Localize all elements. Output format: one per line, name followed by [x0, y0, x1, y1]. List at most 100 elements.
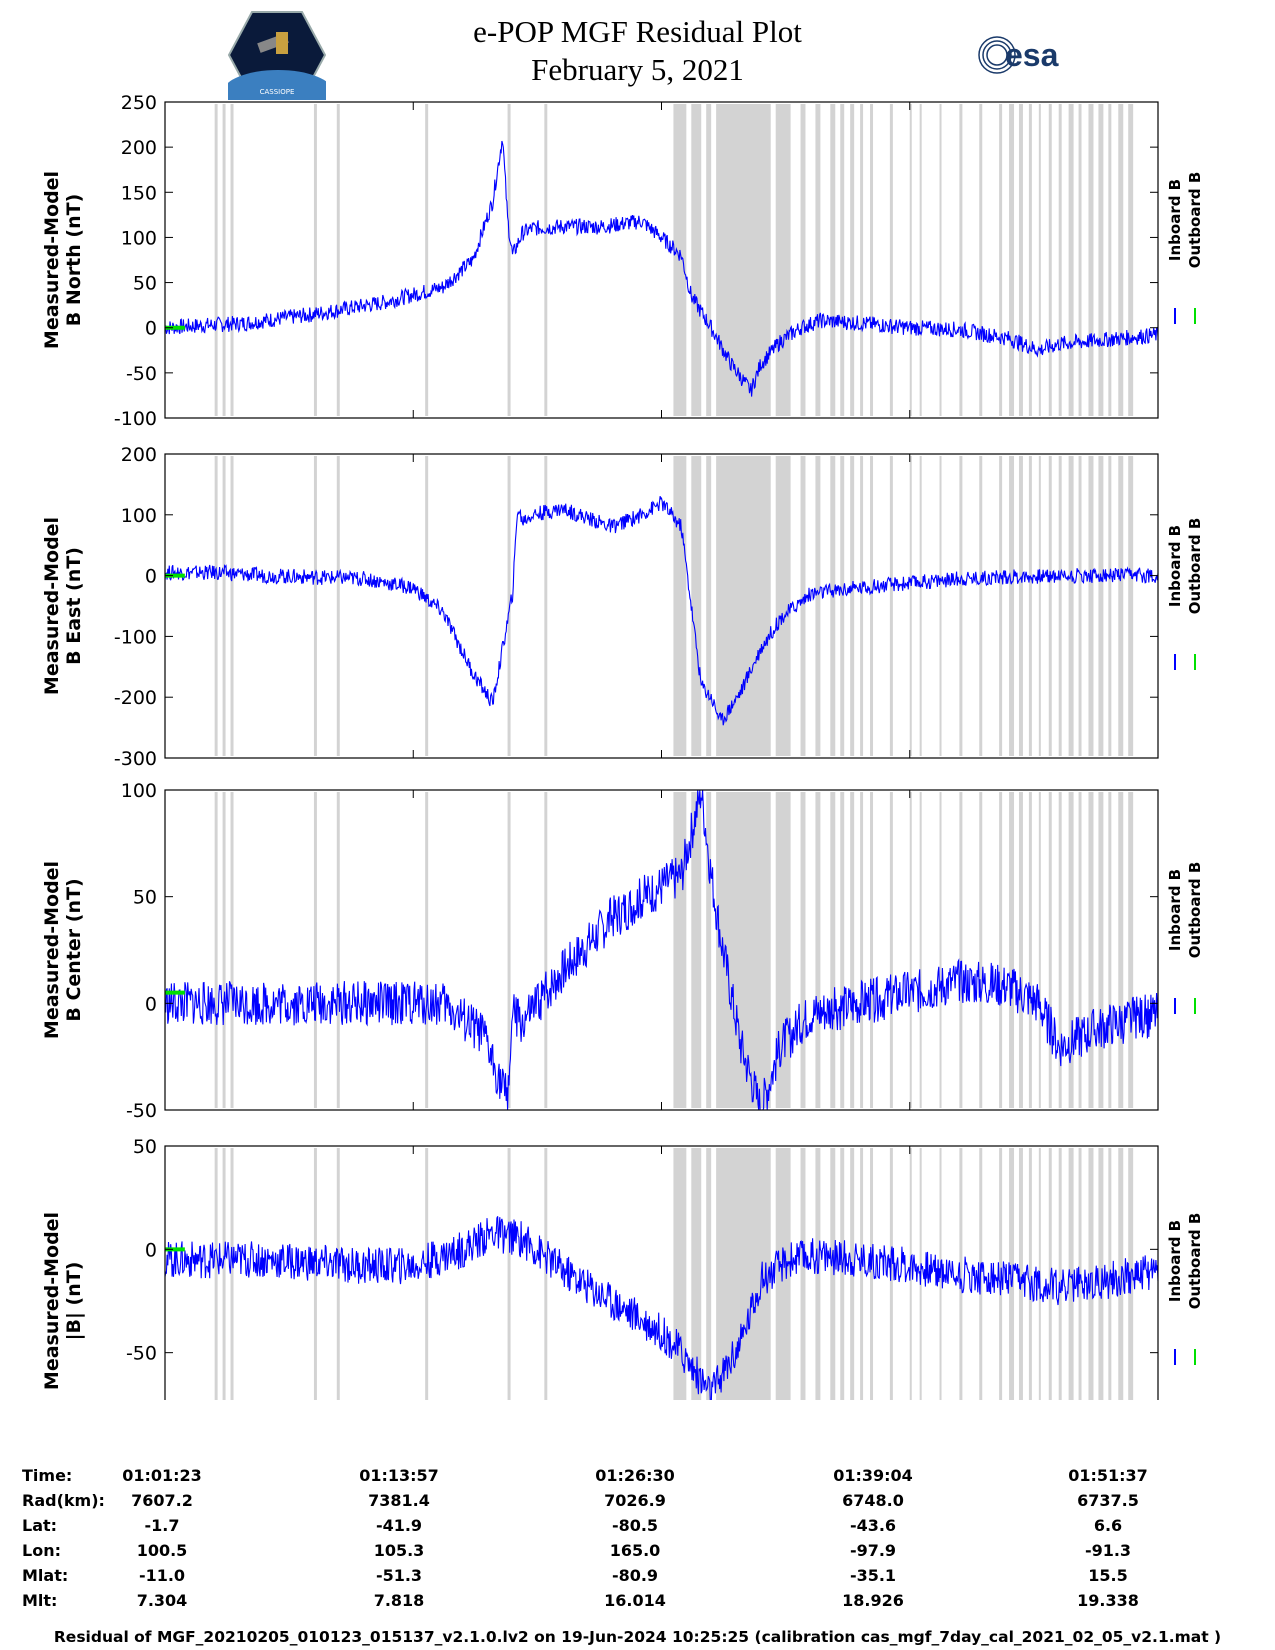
- data-gap-band: [1028, 104, 1032, 416]
- data-gap-band: [214, 1148, 218, 1400]
- data-gap-band: [1078, 792, 1082, 1108]
- y-tick-label: -50: [126, 363, 157, 385]
- series-line-inboard-b: [164, 789, 1159, 1111]
- table-cell: -91.3: [1084, 1541, 1132, 1560]
- data-gap-band: [999, 104, 1003, 416]
- data-gap-band: [691, 1148, 702, 1400]
- data-gap-band: [230, 456, 234, 756]
- table-cell: -11.0: [138, 1566, 186, 1585]
- data-gap-band: [230, 792, 234, 1108]
- table-cell: 19.338: [1077, 1591, 1139, 1610]
- data-gap-band: [336, 456, 340, 756]
- data-gap-band: [889, 792, 893, 1108]
- y-axis-label: Measured-Model: [41, 861, 63, 1039]
- data-gap-band: [1058, 456, 1062, 756]
- data-gap-band: [909, 456, 912, 756]
- data-gap-band: [1088, 104, 1094, 416]
- table-cell: 7381.4: [368, 1491, 430, 1510]
- data-gap-band: [1018, 792, 1023, 1108]
- data-gap-band: [840, 1148, 845, 1400]
- data-gap-band: [815, 456, 821, 756]
- data-gap-band: [775, 104, 791, 416]
- footer-caption: Residual of MGF_20210205_010123_015137_v…: [53, 1628, 1222, 1646]
- chart-panel-2: -300 -200 -100 0 100 200 Measured-Model B East …: [41, 444, 1204, 770]
- data-gap-band: [691, 104, 702, 416]
- y-tick-label: 100: [121, 227, 157, 249]
- y-tick-label: 0: [145, 566, 157, 588]
- y-tick-label: 100: [121, 780, 157, 802]
- data-gap-band: [425, 792, 429, 1108]
- data-gap-band: [1098, 456, 1104, 756]
- data-gap-band: [1128, 456, 1134, 756]
- data-gap-band: [1068, 1148, 1074, 1400]
- data-gap-band: [979, 104, 983, 416]
- data-gap-band: [979, 456, 983, 756]
- data-gap-band: [230, 104, 234, 416]
- data-gap-band: [1018, 104, 1023, 416]
- data-gap-band: [959, 456, 963, 756]
- data-gap-band: [775, 456, 791, 756]
- y-tick-label: 150: [121, 182, 157, 204]
- table-cell: 01:39:04: [833, 1466, 913, 1485]
- data-gap-band: [870, 104, 874, 416]
- data-gap-band: [673, 1148, 687, 1400]
- data-gap-band: [840, 456, 845, 756]
- data-gap-band: [507, 1148, 511, 1400]
- data-gap-band: [1068, 456, 1074, 756]
- legend-label-inboard: Inboard B: [1166, 179, 1184, 261]
- data-gap-band: [544, 456, 548, 756]
- data-gap-band: [979, 792, 983, 1108]
- data-gap-band: [313, 456, 317, 756]
- data-gap-band: [919, 104, 922, 416]
- data-gap-band: [919, 792, 922, 1108]
- data-gap-band: [1028, 792, 1032, 1108]
- data-gap-band: [815, 1148, 821, 1400]
- data-gap-band: [716, 104, 771, 416]
- table-cell: 105.3: [373, 1541, 425, 1560]
- data-gap-band: [214, 792, 218, 1108]
- data-gap-band: [775, 1148, 791, 1400]
- data-gap-band: [1108, 792, 1112, 1108]
- data-gap-band: [313, 104, 317, 416]
- table-cell: -97.9: [849, 1541, 897, 1560]
- data-gap-band: [830, 1148, 836, 1400]
- data-gap-band: [1108, 456, 1112, 756]
- table-row-label: Rad(km):: [22, 1491, 105, 1510]
- data-gap-band: [830, 456, 836, 756]
- data-gap-band: [889, 104, 893, 416]
- y-tick-label: 200: [121, 137, 157, 159]
- data-gap-band: [544, 792, 548, 1108]
- data-gap-band: [919, 456, 922, 756]
- data-gap-band: [1009, 792, 1015, 1108]
- data-gap-band: [673, 456, 687, 756]
- data-gap-band: [1068, 792, 1074, 1108]
- table-cell: -1.7: [144, 1516, 180, 1535]
- data-gap-band: [313, 792, 317, 1108]
- data-gap-band: [1118, 104, 1124, 416]
- data-gap-band: [1128, 792, 1134, 1108]
- legend-label-inboard: Inboard B: [1166, 869, 1184, 951]
- data-gap-band: [860, 456, 864, 756]
- chart-subtitle: February 5, 2021: [531, 52, 744, 87]
- table-cell: -35.1: [849, 1566, 897, 1585]
- data-gap-band: [1038, 104, 1041, 416]
- data-gap-band: [850, 792, 855, 1108]
- y-axis-label: Measured-Model: [41, 517, 63, 695]
- data-gap-band: [230, 1148, 234, 1400]
- data-gap-band: [860, 104, 864, 416]
- data-gap-band: [673, 104, 687, 416]
- table-cell: 01:51:37: [1068, 1466, 1148, 1485]
- legend-label-inboard: Inboard B: [1166, 525, 1184, 607]
- y-tick-label: -300: [114, 748, 157, 770]
- data-gap-band: [706, 1148, 712, 1400]
- data-gap-band: [870, 1148, 874, 1400]
- esa-logo-text: esa: [1005, 37, 1059, 73]
- y-axis-label-units: B North (nT): [63, 194, 85, 327]
- data-gap-band: [815, 104, 821, 416]
- data-gap-band: [222, 104, 226, 416]
- series-line-inboard-b: [164, 140, 1159, 397]
- data-gap-band: [222, 456, 226, 756]
- chart-panel-3: -50 0 50 100 Measured-Model B Center (nT) Inbo…: [41, 780, 1204, 1122]
